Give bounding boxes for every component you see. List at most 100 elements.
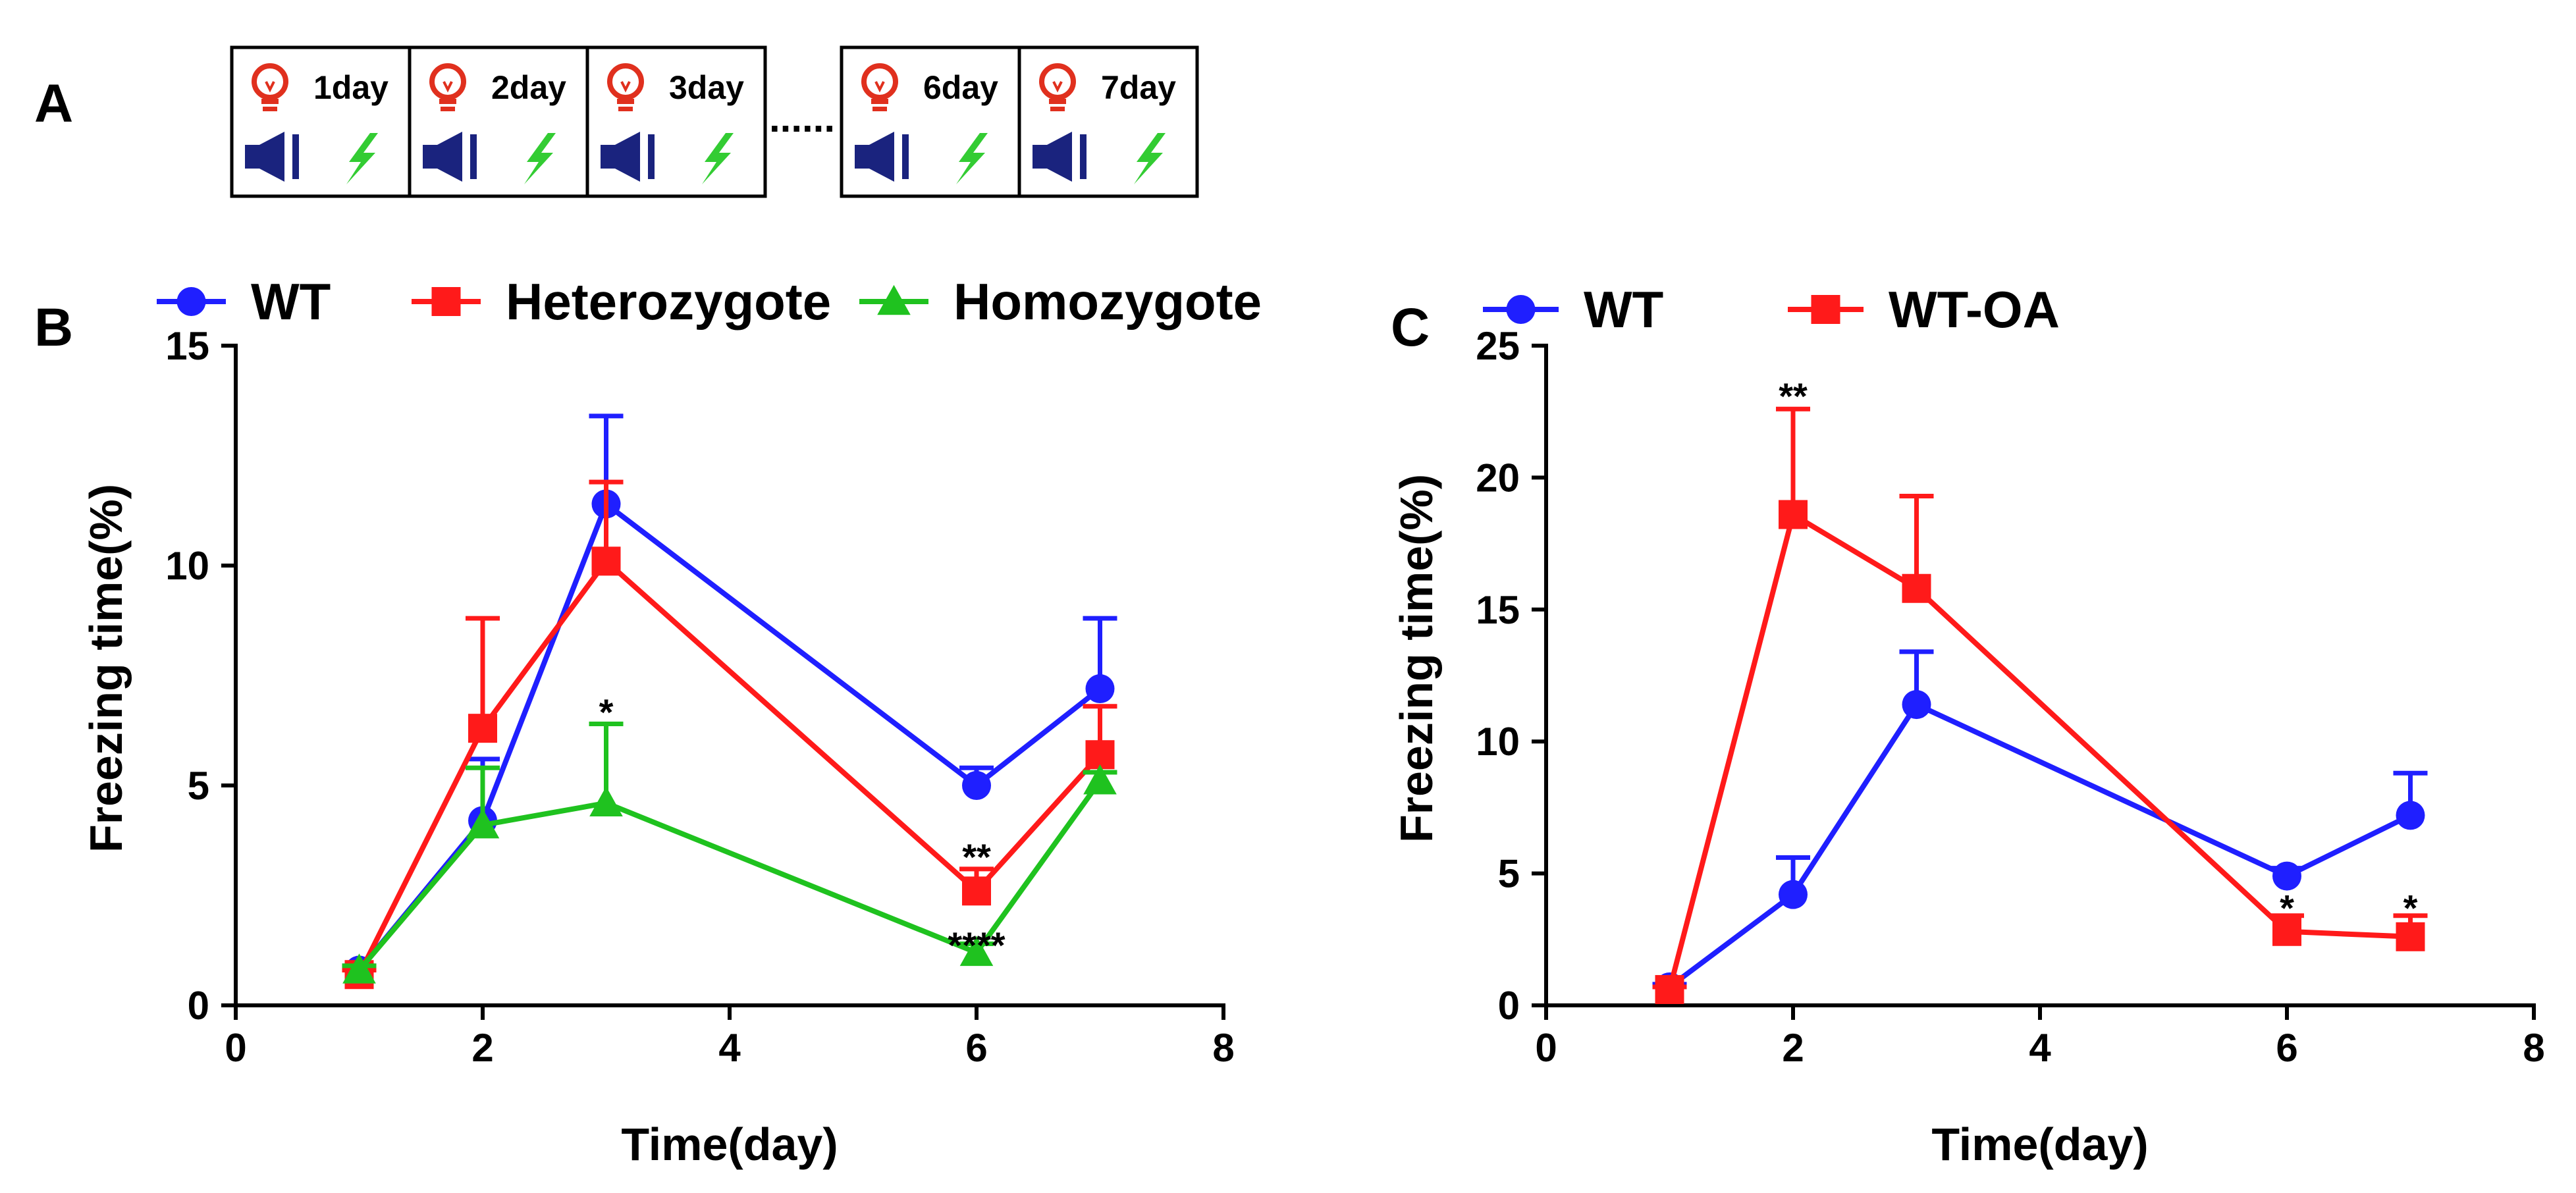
panel-b-letter: B: [34, 298, 73, 358]
legend-item: WT: [157, 273, 331, 331]
x-tick-label: 8: [1212, 1026, 1234, 1070]
data-point: [591, 546, 621, 576]
legend-label: Homozygote: [953, 273, 1262, 331]
day-label: 7day: [1101, 69, 1176, 106]
x-tick-label: 6: [965, 1026, 987, 1070]
y-tick-label: 0: [188, 984, 209, 1028]
legend-item: Homozygote: [859, 273, 1262, 331]
y-axis-title: Freezing time(%): [80, 484, 132, 853]
data-point: [2396, 801, 2425, 830]
legend-item: Heterozygote: [412, 273, 831, 331]
x-tick-label: 0: [225, 1026, 246, 1070]
legend: WT Heterozygote Homozygote: [157, 273, 1262, 331]
protocol-box-day2: 2day: [408, 45, 589, 198]
x-tick-label: 0: [1535, 1026, 1557, 1070]
lightning-icon: [702, 133, 734, 184]
data-point: [1779, 500, 1808, 529]
panel-a: A 1day: [34, 45, 1199, 198]
light-bulb-icon: [607, 63, 644, 111]
x-tick-label: 6: [2276, 1026, 2297, 1070]
protocol-box-day7: 7day: [1017, 45, 1199, 198]
x-axis-title: Time(day): [1931, 1119, 2148, 1170]
data-point: [1655, 974, 1684, 1004]
panel-b: B WT Heterozygote Homozygote 0 2 4 6 8 0 5 10 15 **…: [34, 273, 1262, 1170]
data-point: [962, 771, 991, 800]
lightning-icon: [956, 133, 988, 184]
y-axis-title: Freezing time(%): [1391, 474, 1442, 843]
significance-marker: **: [962, 836, 991, 878]
legend: WT WT-OA: [1483, 280, 2060, 338]
light-bulb-icon: [252, 63, 288, 111]
significance-marker: *: [2403, 888, 2418, 929]
ellipsis: ......: [769, 96, 835, 140]
light-bulb-icon: [1039, 63, 1076, 111]
y-tick-label: 0: [1498, 984, 1520, 1028]
legend-marker: [176, 287, 206, 316]
data-point: [1085, 674, 1115, 704]
data-point: [468, 714, 497, 743]
data-point: [2396, 922, 2425, 951]
speaker-icon: [245, 132, 299, 182]
data-point: [1085, 740, 1115, 770]
protocol-box-day6: 6day: [840, 45, 1021, 198]
legend-label: WT: [251, 273, 331, 331]
light-bulb-icon: [861, 63, 898, 111]
x-axis-title: Time(day): [621, 1119, 838, 1170]
data-point: [2272, 916, 2301, 946]
protocol-box-day3: 3day: [585, 45, 767, 198]
significance-marker: ****: [948, 924, 1005, 966]
data-point: [1902, 573, 1931, 603]
y-tick-label: 10: [165, 544, 209, 588]
day-label: 1day: [313, 69, 389, 106]
data-point: [1779, 880, 1808, 909]
speaker-icon: [601, 132, 655, 182]
data-point: [962, 876, 991, 906]
series-wt-oa: [1652, 406, 2428, 1004]
y-tick-label: 25: [1476, 324, 1520, 368]
significance-marker: **: [1779, 375, 1808, 417]
lightning-icon: [524, 133, 556, 184]
x-tick-label: 2: [471, 1026, 493, 1070]
panel-c-letter: C: [1391, 298, 1430, 358]
panel-a-letter: A: [34, 74, 73, 134]
series-heterozygote: [342, 479, 1117, 990]
legend-label: WT: [1584, 280, 1663, 338]
legend-label: WT-OA: [1889, 280, 2060, 338]
speaker-icon: [423, 132, 477, 182]
x-tick-label: 8: [2523, 1026, 2544, 1070]
speaker-icon: [855, 132, 909, 182]
data-point: [342, 953, 376, 984]
x-tick-label: 4: [718, 1026, 741, 1070]
lightning-icon: [346, 133, 378, 184]
day-label: 3day: [669, 69, 744, 106]
y-tick-label: 15: [1476, 588, 1520, 632]
protocol-box-day1: 1day: [230, 45, 412, 198]
data-point: [1083, 764, 1117, 795]
data-point: [959, 936, 994, 967]
data-point: [1902, 690, 1931, 720]
data-point: [466, 808, 500, 839]
significance-marker: *: [2280, 888, 2294, 929]
legend-marker: [1811, 295, 1840, 324]
series-homozygote: [342, 721, 1117, 984]
x-tick-label: 4: [2029, 1026, 2051, 1070]
series-wt: [342, 413, 1117, 985]
legend-marker: [431, 287, 461, 316]
y-tick-label: 20: [1476, 456, 1520, 500]
speaker-icon: [1033, 132, 1087, 182]
legend-marker: [877, 284, 911, 315]
legend-item: WT: [1483, 280, 1663, 338]
y-tick-label: 5: [188, 764, 209, 808]
x-tick-label: 2: [1782, 1026, 1804, 1070]
day-label: 6day: [923, 69, 998, 106]
legend-label: Heterozygote: [506, 273, 831, 331]
y-tick-label: 15: [165, 324, 209, 368]
data-point: [589, 786, 623, 816]
day-label: 2day: [491, 69, 566, 106]
y-tick-label: 10: [1476, 720, 1520, 764]
data-point: [2272, 861, 2301, 891]
